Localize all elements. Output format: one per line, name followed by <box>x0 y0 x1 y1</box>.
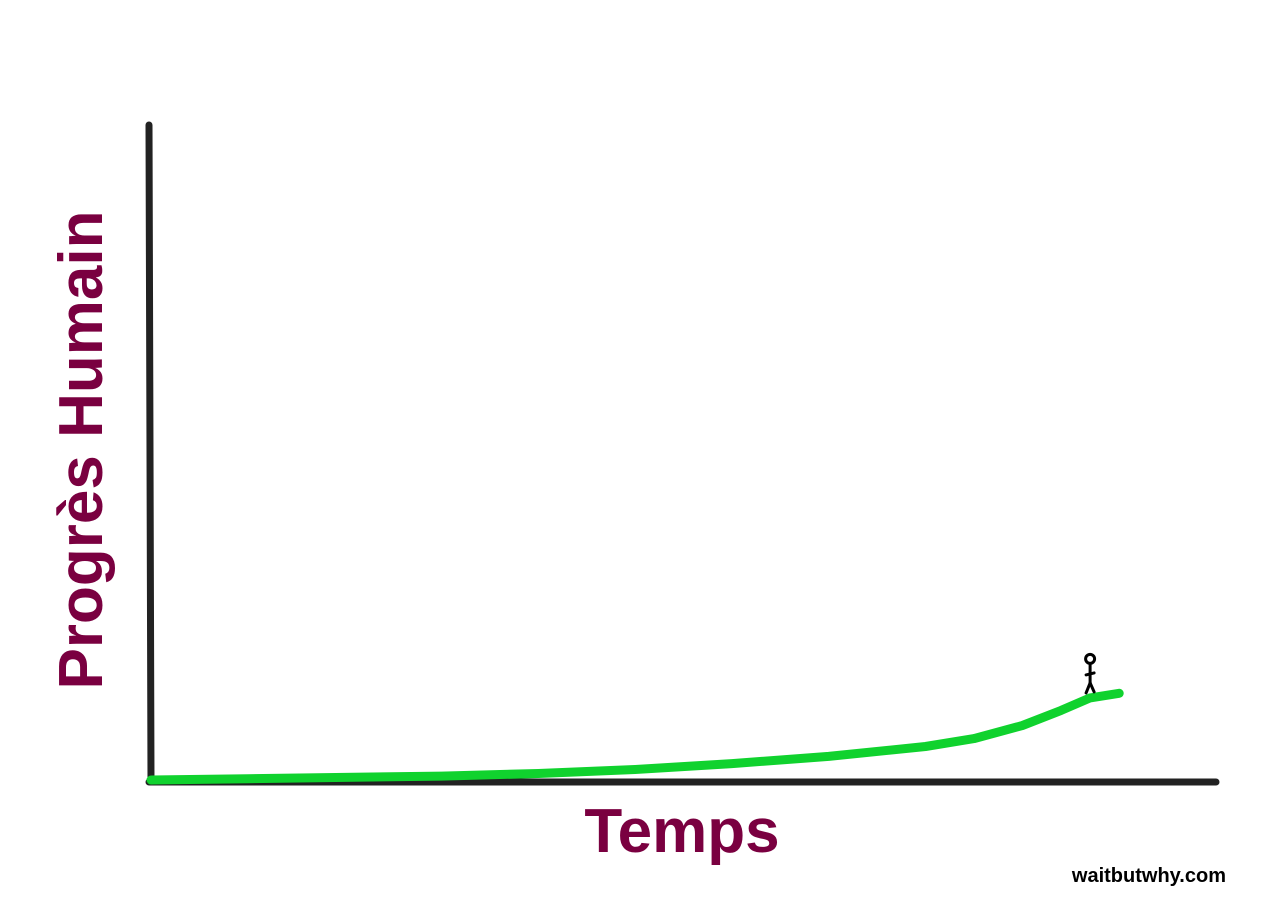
x-axis-label: Temps <box>584 797 779 866</box>
series-line <box>146 688 1124 785</box>
stick-figure-icon <box>1084 652 1097 695</box>
y-axis-label: Progrès Humain <box>47 211 116 690</box>
y-axis <box>145 121 155 786</box>
site-credit: waitbutwhy.com <box>1071 865 1226 887</box>
